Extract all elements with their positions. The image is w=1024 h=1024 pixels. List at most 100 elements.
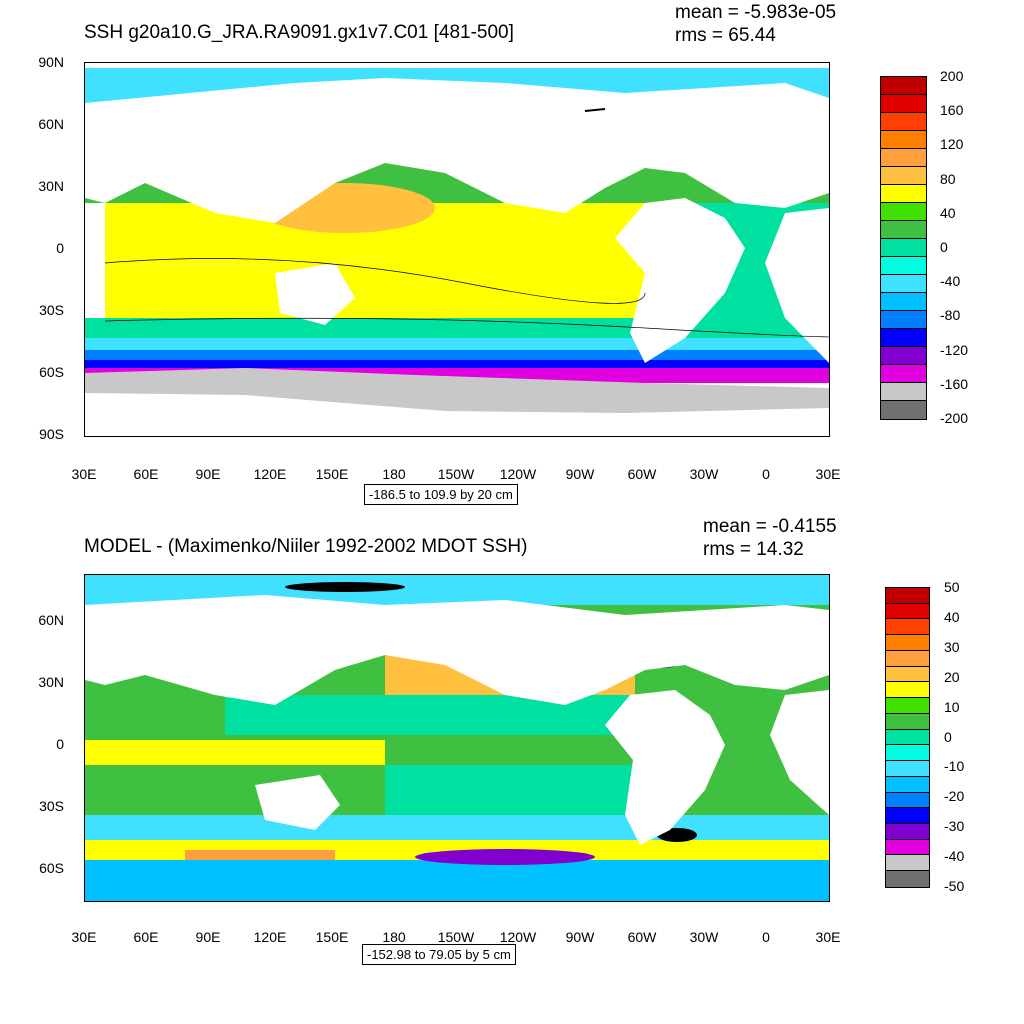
bottom-xtick-label: 120E bbox=[253, 929, 287, 945]
bottom-xtick-label: 30E bbox=[71, 929, 97, 945]
top-xtick-label: 30W bbox=[689, 466, 719, 482]
top-australia bbox=[275, 263, 355, 325]
top-contour-line-1 bbox=[104, 258, 646, 304]
top-colorbar-cell bbox=[881, 311, 926, 329]
bottom-ytick-label: 60S bbox=[39, 860, 64, 876]
top-colorbar-cell bbox=[881, 257, 926, 275]
bottom-colorbar-label: -10 bbox=[944, 758, 965, 775]
bottom-colorbar-cell bbox=[886, 792, 929, 809]
bottom-xtick-label: 0 bbox=[762, 929, 770, 945]
bottom-colorbar-cell bbox=[886, 761, 929, 777]
top-colorbar-cell bbox=[881, 365, 926, 383]
bottom-colorbar-label: -50 bbox=[944, 878, 965, 894]
bottom-arctic-low bbox=[285, 582, 405, 592]
top-xtick-label: 90E bbox=[195, 466, 221, 482]
top-colorbar bbox=[880, 76, 927, 420]
bottom-colorbar-label: -20 bbox=[944, 788, 965, 805]
bottom-colorbar-cell bbox=[886, 855, 929, 872]
top-xtick-label: 0 bbox=[762, 466, 770, 482]
bottom-mean-label: mean = -0.4155 bbox=[703, 516, 837, 537]
bottom-colorbar-cell bbox=[886, 698, 929, 714]
top-southern-band-2 bbox=[85, 338, 829, 350]
bottom-colorbar-cell bbox=[886, 682, 929, 699]
bottom-ytick-label: 60N bbox=[38, 612, 64, 628]
bottom-colorbar-label: 50 bbox=[944, 579, 960, 595]
top-colorbar-label: 40 bbox=[940, 204, 956, 221]
bottom-map-title: MODEL - (Maximenko/Niiler 1992-2002 MDOT… bbox=[84, 536, 528, 557]
top-colorbar-cell bbox=[881, 131, 926, 149]
top-map-canvas bbox=[85, 63, 829, 436]
bottom-colorbar-label: 20 bbox=[944, 668, 960, 685]
bottom-southern-band-3 bbox=[85, 860, 829, 901]
bottom-colorbar-label: 10 bbox=[944, 698, 960, 715]
top-xtick-label: 60E bbox=[133, 466, 159, 482]
top-colorbar-cell bbox=[881, 293, 926, 311]
bottom-xtick-label: 180 bbox=[382, 929, 406, 945]
top-map-title: SSH g20a10.G_JRA.RA9091.gx1v7.C01 [481-5… bbox=[84, 22, 514, 43]
top-colorbar-label: 200 bbox=[940, 68, 964, 84]
bottom-south-america bbox=[605, 690, 725, 845]
bottom-colorbar-label: 0 bbox=[944, 728, 952, 745]
top-contour-range-label: -186.5 to 109.9 by 20 cm bbox=[364, 484, 518, 505]
bottom-southern-orange bbox=[185, 850, 335, 860]
bottom-colorbar-cell bbox=[886, 713, 929, 730]
top-colorbar-cell bbox=[881, 221, 926, 239]
bottom-colorbar-label: 30 bbox=[944, 638, 960, 655]
bottom-colorbar-cell bbox=[886, 729, 929, 746]
top-colorbar-cell bbox=[881, 329, 926, 347]
bottom-colorbar-cell bbox=[886, 619, 929, 636]
bottom-xtick-label: 30E bbox=[815, 929, 841, 945]
top-map-panel: SSH g20a10.G_JRA.RA9091.gx1v7.C01 [481-5… bbox=[0, 0, 1024, 510]
top-ytick-label: 30N bbox=[38, 178, 64, 194]
top-xtick-label: 150W bbox=[437, 466, 475, 482]
top-contour-line-2 bbox=[104, 317, 829, 338]
top-colorbar-cell bbox=[881, 149, 926, 167]
top-colorbar-label: 80 bbox=[940, 170, 956, 187]
top-antarctica bbox=[85, 368, 829, 413]
bottom-colorbar-cell bbox=[886, 871, 929, 887]
top-xtick-label: 90W bbox=[565, 466, 595, 482]
bottom-map-panel: MODEL - (Maximenko/Niiler 1992-2002 MDOT… bbox=[0, 510, 1024, 980]
top-rms-label: rms = 65.44 bbox=[675, 25, 776, 46]
bottom-xtick-label: 90W bbox=[565, 929, 595, 945]
top-colorbar-label: 120 bbox=[940, 136, 964, 153]
bottom-colorbar-cell bbox=[886, 588, 929, 604]
top-ytick-label: 60N bbox=[38, 116, 64, 132]
top-southern-band-1 bbox=[85, 318, 829, 338]
top-xtick-label: 120W bbox=[499, 466, 537, 482]
bottom-colorbar-label: -30 bbox=[944, 818, 965, 835]
bottom-colorbar-cell bbox=[886, 603, 929, 620]
top-colorbar-cell bbox=[881, 203, 926, 221]
bottom-colorbar-cell bbox=[886, 745, 929, 762]
top-colorbar-label: -200 bbox=[940, 410, 969, 426]
bottom-south-pacific bbox=[385, 765, 665, 815]
top-ytick-label: 30S bbox=[39, 302, 64, 318]
bottom-ytick-label: 0 bbox=[56, 736, 64, 752]
bottom-colorbar-label: -40 bbox=[944, 848, 965, 865]
top-xtick-label: 60W bbox=[627, 466, 657, 482]
top-mean-label: mean = -5.983e-05 bbox=[675, 2, 837, 23]
bottom-xtick-label: 150E bbox=[315, 929, 349, 945]
bottom-colorbar-cell bbox=[886, 839, 929, 856]
top-xtick-label: 30E bbox=[71, 466, 97, 482]
top-colorbar-cell bbox=[881, 167, 926, 185]
bottom-southern-band-1 bbox=[85, 815, 829, 840]
bottom-colorbar-label: 40 bbox=[944, 608, 960, 625]
top-southern-band-4 bbox=[85, 360, 829, 368]
bottom-xtick-label: 60W bbox=[627, 929, 657, 945]
bottom-contour-range-label: -152.98 to 79.05 by 5 cm bbox=[362, 944, 516, 965]
top-southern-band-3 bbox=[85, 350, 829, 360]
bottom-africa bbox=[770, 690, 829, 815]
bottom-ssh-diff-map bbox=[84, 574, 830, 902]
top-colorbar-cell bbox=[881, 113, 926, 131]
bottom-australia bbox=[255, 775, 340, 830]
bottom-colorbar-cell bbox=[886, 776, 929, 793]
top-xtick-label: 120E bbox=[253, 466, 287, 482]
top-colorbar-cell bbox=[881, 77, 926, 95]
bottom-xtick-label: 60E bbox=[133, 929, 159, 945]
bottom-colorbar-cell bbox=[886, 824, 929, 840]
bottom-xtick-label: 120W bbox=[499, 929, 537, 945]
bottom-xtick-label: 90E bbox=[195, 929, 221, 945]
top-colorbar-cell bbox=[881, 347, 926, 365]
bottom-ytick-label: 30N bbox=[38, 674, 64, 690]
